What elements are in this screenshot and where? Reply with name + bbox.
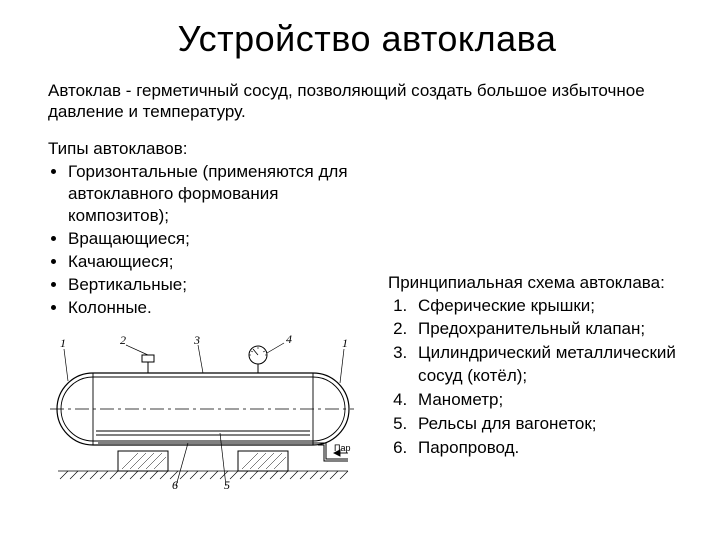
list-item: Рельсы для вагонеток; <box>412 413 686 436</box>
scheme-list: Сферические крышки; Предохранительный кл… <box>388 295 686 461</box>
callout-3: 3 <box>193 333 200 347</box>
list-item: Предохранительный клапан; <box>412 318 686 341</box>
callout-1b: 1 <box>342 336 348 350</box>
list-item: Манометр; <box>412 389 686 412</box>
scheme-heading: Принципиальная схема автоклава: <box>388 273 686 293</box>
right-column: Принципиальная схема автоклава: Сферичес… <box>388 139 686 492</box>
callout-5: 5 <box>224 478 230 491</box>
types-heading: Типы автоклавов: <box>48 139 378 159</box>
intro-text: Автоклав - герметичный сосуд, позволяющи… <box>48 80 686 123</box>
steam-label: Пар <box>334 443 350 453</box>
list-item: Цилиндрический металлический сосуд (котё… <box>412 342 686 388</box>
types-list: Горизонтальные (применяются для автоклав… <box>48 161 378 320</box>
callout-4: 4 <box>286 332 292 346</box>
page-title: Устройство автоклава <box>48 18 686 60</box>
callout-1: 1 <box>60 336 66 350</box>
left-column: Типы автоклавов: Горизонтальные (применя… <box>48 139 378 492</box>
slide: Устройство автоклава Автоклав - герметич… <box>0 0 720 540</box>
autoclave-diagram: 1 2 3 4 1 6 5 Пар <box>48 331 358 491</box>
list-item: Сферические крышки; <box>412 295 686 318</box>
callout-2: 2 <box>120 333 126 347</box>
columns: Типы автоклавов: Горизонтальные (применя… <box>48 139 686 492</box>
list-item: Вращающиеся; <box>68 228 378 250</box>
diagram-svg: 1 2 3 4 1 6 5 Пар <box>48 331 358 491</box>
callout-6: 6 <box>172 478 178 491</box>
list-item: Колонные. <box>68 297 378 319</box>
list-item: Паропровод. <box>412 437 686 460</box>
list-item: Вертикальные; <box>68 274 378 296</box>
list-item: Качающиеся; <box>68 251 378 273</box>
list-item: Горизонтальные (применяются для автоклав… <box>68 161 378 227</box>
